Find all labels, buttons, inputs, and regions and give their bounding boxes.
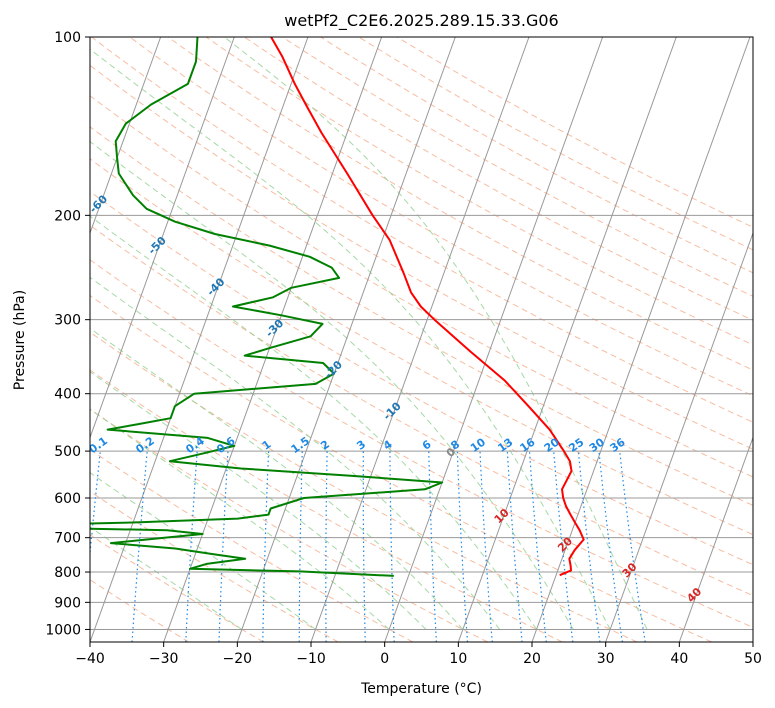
isotherm-line — [384, 37, 604, 642]
y-tick-label: 900 — [54, 595, 81, 611]
mixing-ratio-line — [506, 451, 523, 642]
y-tick-label: 800 — [54, 565, 81, 581]
dry-adiabat-line — [90, 408, 488, 642]
mixing-ratio-line — [577, 451, 601, 642]
mixing-ratio-line — [456, 451, 469, 642]
y-tick-label: 700 — [54, 531, 81, 547]
dry-adiabat-line — [129, 37, 753, 397]
x-tick-label: −40 — [75, 651, 105, 667]
x-tick-label: −10 — [296, 651, 326, 667]
y-tick-label: 400 — [54, 387, 81, 403]
moist-adiabat-line — [90, 215, 537, 630]
y-tick-label: 200 — [54, 208, 81, 224]
x-tick-label: 20 — [523, 651, 541, 667]
isotherm-line — [678, 436, 753, 642]
temperature-profile-line — [270, 37, 585, 577]
isotherm-line — [605, 231, 753, 642]
y-axis-title: Pressure (hPa) — [12, 290, 28, 390]
dry-adiabat-line — [91, 37, 753, 423]
dry-adiabat-line — [90, 64, 753, 450]
mixing-ratio-line — [598, 451, 623, 642]
x-tick-label: 50 — [744, 651, 762, 667]
moist-adiabat-line — [90, 526, 243, 630]
dewpoint-profile-line — [90, 37, 444, 577]
mixing-ratio-line — [619, 451, 646, 642]
dry-adiabat-line — [90, 224, 753, 597]
dry-adiabat-line — [90, 126, 753, 506]
moist-adiabat-line — [90, 408, 390, 630]
mixing-ratio-line — [218, 451, 229, 642]
mixing-ratio-line — [389, 451, 395, 642]
moist-adiabat-line — [90, 472, 316, 630]
x-tick-label: −20 — [223, 651, 253, 667]
dry-adiabat-line — [90, 259, 753, 628]
x-tick-label: −30 — [149, 651, 179, 667]
y-tick-label: 600 — [54, 491, 81, 507]
mixing-ratio-line — [298, 451, 303, 642]
mixing-ratio-line — [428, 451, 437, 642]
dry-adiabat-line — [90, 448, 414, 642]
isotherm-line — [457, 37, 677, 642]
moist-adiabat-line — [90, 140, 574, 630]
x-tick-label: 0 — [380, 651, 389, 667]
dry-adiabat-line — [90, 534, 264, 642]
y-tick-label: 300 — [54, 313, 81, 329]
y-tick-label: 1000 — [45, 622, 81, 638]
chart-title: wetPf2_C2E6.2025.289.15.33.G06 — [284, 11, 558, 31]
x-tick-label: 40 — [670, 651, 688, 667]
plot-frame — [89, 36, 754, 643]
mixing-ratio-line — [90, 451, 101, 560]
isotherm-line — [531, 37, 751, 642]
isotherm-line — [90, 37, 162, 235]
x-axis-title: Temperature (°C) — [360, 681, 482, 697]
dry-adiabat-line — [90, 95, 753, 478]
mixing-ratio-line — [553, 451, 574, 642]
isotherm-line — [163, 37, 383, 642]
dry-adiabat-line — [90, 190, 753, 566]
moist-adiabat-line — [223, 37, 648, 630]
mixing-ratio-line — [185, 451, 198, 642]
moist-adiabat-line — [90, 371, 427, 630]
mixing-ratio-line — [528, 451, 547, 642]
x-tick-label: 10 — [449, 651, 467, 667]
mixing-ratio-line — [131, 451, 148, 642]
isotherm-line — [90, 37, 235, 440]
x-tick-label: 30 — [597, 651, 615, 667]
mixing-ratio-line — [362, 451, 366, 642]
isotherm-line — [310, 37, 530, 642]
mixing-ratio-line — [479, 451, 493, 642]
mixing-ratio-line — [262, 451, 270, 642]
dry-adiabat-line — [90, 158, 753, 536]
y-tick-label: 100 — [54, 30, 81, 46]
dry-adiabat-line — [90, 294, 712, 642]
y-tick-label: 500 — [54, 444, 81, 460]
mixing-ratio-line — [325, 451, 328, 642]
isotherm-line — [236, 37, 456, 642]
